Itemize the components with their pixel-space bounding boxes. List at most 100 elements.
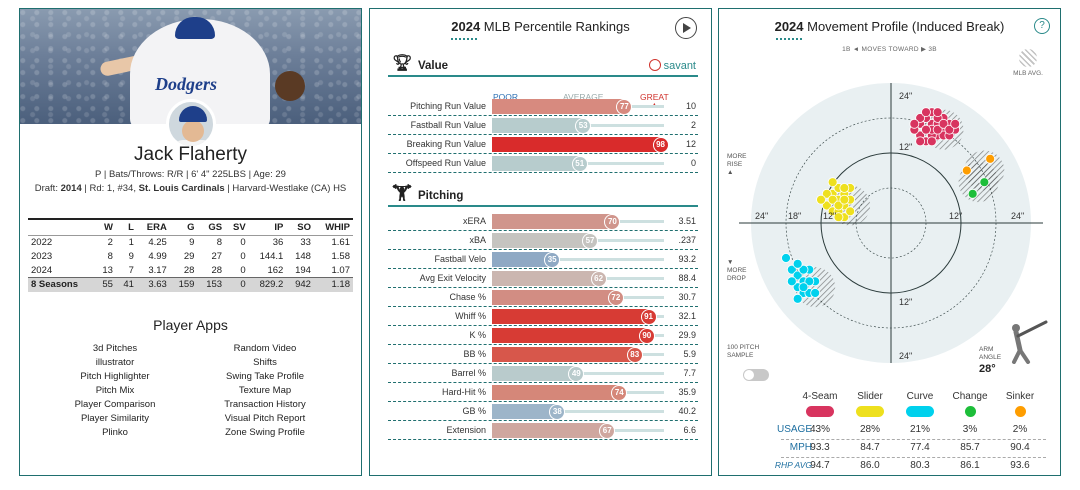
stats-cell: 829.2 — [248, 277, 287, 292]
percentile-row[interactable]: Fastball Velo 35 93.2 — [388, 250, 698, 269]
pitch-rhp-value: 86.1 — [960, 460, 980, 471]
percentile-row[interactable]: BB % 83 5.9 — [388, 345, 698, 364]
percentile-track — [492, 258, 664, 261]
player-app-link[interactable]: Texture Map — [238, 385, 292, 396]
percentile-row[interactable]: Breaking Run Value 98 12 — [388, 135, 698, 154]
pitch-name: Slider — [857, 391, 883, 402]
metric-label: Pitching Run Value — [410, 101, 486, 111]
percentile-row[interactable]: Extension 67 6.6 — [388, 421, 698, 440]
pitch-point — [821, 188, 832, 199]
rankings-title: 2024 MLB Percentile Rankings — [451, 19, 630, 34]
percentile-bar — [492, 252, 553, 267]
percentile-row[interactable]: xBA 57 .237 — [388, 231, 698, 250]
pitch-filter-toggle[interactable] — [964, 406, 976, 417]
percentile-badge: 49 — [568, 366, 585, 382]
pitch-point — [845, 206, 856, 217]
pitch-point — [944, 124, 955, 135]
baseball-icon — [648, 59, 661, 71]
player-apps-title: Player Apps — [153, 317, 228, 333]
metric-label: Whiff % — [455, 311, 486, 321]
pitch-filter-toggle[interactable] — [1014, 406, 1026, 417]
stats-cell: 8 — [216, 237, 223, 249]
player-app-link[interactable]: Pitch Mix — [95, 385, 135, 396]
pitch-mph-value: 84.7 — [860, 442, 880, 453]
metric-value: .237 — [678, 235, 696, 245]
player-info: P | Bats/Throws: R/R | 6' 4" 225LBS | Ag… — [95, 169, 286, 180]
player-app-link[interactable]: Plinko — [102, 427, 128, 438]
pitch-point — [833, 200, 844, 211]
stats-col-header[interactable]: SO — [286, 218, 314, 236]
ring-label: 18" — [788, 211, 801, 221]
percentile-badge: 51 — [571, 156, 588, 172]
stats-col-header[interactable]: ERA — [136, 218, 170, 236]
pitch-point — [985, 153, 996, 164]
pitch-point — [781, 253, 791, 263]
metric-value: 7.7 — [683, 368, 696, 378]
stats-col-header[interactable]: WHIP — [313, 218, 353, 236]
metric-label: K % — [469, 330, 486, 340]
player-app-link[interactable]: Zone Swing Profile — [225, 427, 305, 438]
player-draft: Draft: 2014 | Rd: 1, #34, St. Louis Card… — [34, 183, 347, 194]
player-app-link[interactable]: 3d Pitches — [92, 343, 138, 354]
percentile-bar — [492, 328, 647, 343]
stats-cell: 4.25 — [148, 237, 167, 249]
stats-cell: 2022 — [31, 237, 53, 249]
percentile-row[interactable]: Barrel % 49 7.7 — [388, 364, 698, 383]
pitch-point — [810, 288, 821, 298]
stats-cell: 0 — [240, 264, 246, 276]
percentile-bar — [492, 118, 584, 133]
percentile-row[interactable]: Avg Exit Velocity 62 88.4 — [388, 269, 698, 288]
stats-cell: 162 — [267, 264, 284, 276]
player-app-link[interactable]: Pitch Highlighter — [80, 371, 150, 382]
hatch-legend-icon — [1019, 49, 1037, 67]
percentile-row[interactable]: K % 90 29.9 — [388, 326, 698, 345]
stats-cell: 0 — [240, 251, 246, 262]
pitch-point — [833, 212, 844, 223]
pitch-filter-toggle[interactable] — [856, 406, 884, 417]
stats-col-header[interactable]: W — [95, 218, 116, 236]
player-app-link[interactable]: Visual Pitch Report — [224, 413, 306, 424]
percentile-row[interactable]: Whiff % 91 32.1 — [388, 307, 698, 326]
stats-cell: 33 — [300, 237, 311, 249]
player-app-link[interactable]: Transaction History — [224, 399, 306, 410]
pitch-sample-toggle[interactable] — [743, 369, 769, 381]
stats-col-header[interactable]: SV — [225, 218, 249, 236]
player-app-link[interactable]: Swing Take Profile — [226, 371, 304, 382]
metric-value: 6.6 — [683, 425, 696, 435]
metric-value: 30.7 — [678, 292, 696, 302]
player-app-link[interactable]: Random Video — [233, 343, 297, 354]
help-icon[interactable]: ? — [1034, 18, 1050, 34]
ring-label: 12" — [899, 142, 912, 152]
play-button[interactable] — [675, 17, 697, 39]
player-app-link[interactable]: illustrator — [95, 357, 135, 368]
metric-label: BB % — [463, 349, 486, 359]
pitch-rhp-value: 94.7 — [810, 460, 830, 471]
trophy-icon: 🏆︎ — [392, 55, 413, 72]
pitch-usage-value: 21% — [909, 424, 930, 435]
percentile-bar — [492, 214, 613, 229]
stats-col-header[interactable]: GS — [197, 218, 226, 236]
arm-angle-label: ARM ANGLE — [979, 346, 1002, 361]
percentile-row[interactable]: Offspeed Run Value 51 0 — [388, 154, 698, 173]
draft-team-link[interactable]: St. Louis Cardinals — [138, 183, 225, 194]
percentile-row[interactable]: Pitching Run Value 77 10 — [388, 97, 698, 116]
percentile-row[interactable]: Hard-Hit % 74 35.9 — [388, 383, 698, 402]
percentile-row[interactable]: Fastball Run Value 53 2 — [388, 116, 698, 135]
pitch-rhp-value: 93.6 — [1010, 460, 1030, 471]
player-app-link[interactable]: Shifts — [253, 357, 277, 368]
percentile-badge: 83 — [626, 347, 643, 363]
player-app-link[interactable]: Player Similarity — [80, 413, 150, 424]
player-app-link[interactable]: Player Comparison — [74, 399, 156, 410]
pitch-filter-toggle[interactable] — [906, 406, 934, 417]
stats-cell: 13 — [102, 264, 113, 276]
savant-logo[interactable]: savant — [648, 59, 696, 72]
percentile-row[interactable]: xERA 70 3.51 — [388, 212, 698, 231]
pitch-filter-toggle[interactable] — [806, 406, 834, 417]
stats-cell: 28 — [211, 264, 223, 276]
stats-col-header[interactable] — [28, 218, 95, 236]
stats-col-header[interactable]: IP — [248, 218, 287, 236]
stats-col-header[interactable]: G — [169, 218, 198, 236]
stats-col-header[interactable]: L — [115, 218, 137, 236]
percentile-row[interactable]: Chase % 72 30.7 — [388, 288, 698, 307]
percentile-row[interactable]: GB % 38 40.2 — [388, 402, 698, 421]
